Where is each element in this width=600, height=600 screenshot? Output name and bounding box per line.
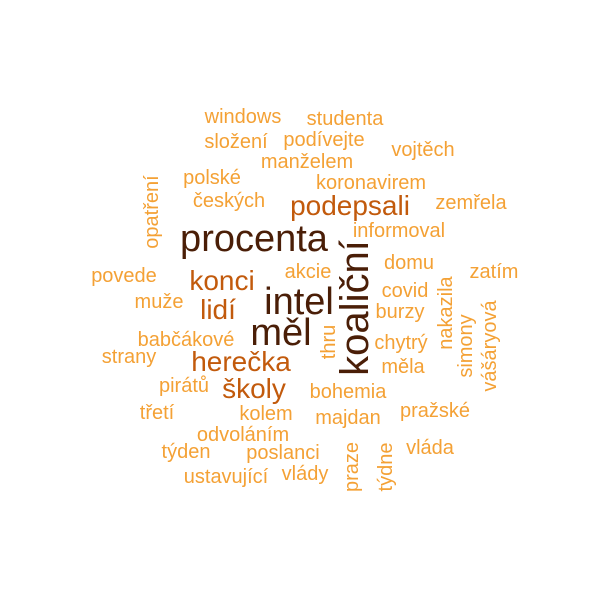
word-studenta: studenta	[306, 108, 384, 130]
word-nakazila: nakazila	[435, 276, 457, 350]
word-skoly: školy	[222, 373, 286, 404]
word-zemrela: zemřela	[435, 192, 507, 214]
word-strany: strany	[101, 346, 157, 368]
word-manzelem: manželem	[260, 151, 354, 173]
word-zatim: zatím	[469, 261, 519, 283]
word-mela: měla	[381, 356, 425, 378]
word-polske: polské	[183, 167, 241, 189]
word-ustavujici: ustavující	[183, 466, 269, 488]
word-intel: intel	[264, 281, 334, 323]
word-vlady: vlády	[281, 463, 329, 485]
word-majdan: majdan	[315, 407, 381, 429]
word-povede: povede	[91, 265, 157, 287]
word-informoval: informoval	[352, 220, 446, 242]
word-babcakove: babčákové	[137, 329, 235, 351]
word-praze: praze	[341, 441, 363, 493]
word-simony: simony	[455, 314, 477, 378]
word-burzy: burzy	[375, 301, 425, 323]
word-mel: měl	[250, 312, 312, 354]
word-slozeni: složení	[204, 131, 268, 153]
word-opatreni: opatření	[141, 175, 163, 249]
word-poslanci: poslanci	[246, 442, 320, 464]
word-lidi: lidí	[200, 294, 236, 325]
word-odvolanim: odvoláním	[196, 424, 290, 446]
word-akcie: akcie	[284, 261, 332, 283]
word-tydne: týdne	[375, 442, 397, 492]
word-koalicni: koaliční	[333, 240, 377, 376]
word-piratu: pirátů	[158, 375, 210, 397]
word-vojtech: vojtěch	[391, 139, 455, 161]
word-tyden: týden	[161, 441, 211, 463]
word-chytry: chytrý	[374, 332, 428, 354]
word-vlada: vláda	[406, 437, 454, 459]
word-treti: třetí	[139, 402, 175, 424]
word-kolem: kolem	[239, 403, 293, 425]
word-domu: domu	[383, 252, 435, 274]
word-koronavirem: koronavirem	[315, 172, 427, 194]
word-podepsali: podepsali	[290, 190, 410, 221]
word-vasaryova: vášáryová	[479, 300, 501, 392]
word-ceskych: českých	[192, 190, 266, 212]
word-konci: konci	[189, 265, 255, 296]
word-procenta: procenta	[180, 218, 328, 260]
word-thru: thru	[318, 324, 340, 360]
word-covid: covid	[381, 280, 429, 302]
word-windows: windows	[204, 106, 282, 128]
word-herecka: herečka	[191, 346, 291, 377]
word-podivejte: podívejte	[283, 129, 365, 151]
word-prazske: pražské	[399, 400, 471, 422]
word-bohemia: bohemia	[309, 381, 387, 403]
word-muze: muže	[134, 291, 184, 313]
